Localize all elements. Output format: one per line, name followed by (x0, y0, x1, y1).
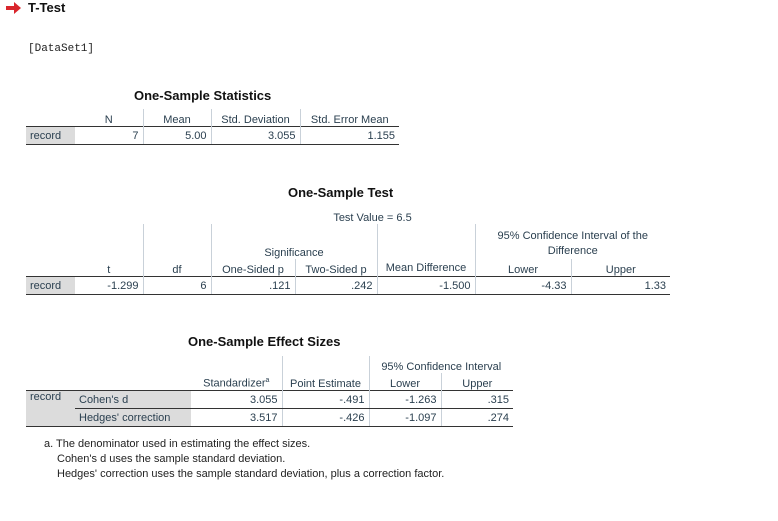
test-table-title: One-Sample Test (288, 185, 394, 200)
cell-one-sided-p: .121 (210, 276, 295, 295)
stats-table: N Mean Std. Deviation Std. Error Mean re… (26, 109, 399, 145)
footnote-cohens-d: Cohen's d uses the sample standard devia… (57, 453, 286, 465)
col-header-upper: Upper (570, 259, 670, 277)
col-header-two-sided-p: Two-Sided p (294, 259, 377, 277)
cell-lower: -1.097 (368, 408, 441, 427)
ci-header: 95% Confidence Interval (368, 356, 513, 373)
cell-point-estimate: -.426 (281, 408, 369, 427)
cell-two-sided-p: .242 (294, 276, 377, 295)
cell-upper: 1.33 (570, 276, 670, 295)
col-header-one-sided-p: One-Sided p (210, 259, 295, 277)
cell-std-deviation: 3.055 (210, 126, 300, 145)
row-label: Cohen's d (75, 390, 191, 409)
cell-upper: .274 (440, 408, 513, 427)
page-title: T-Test (28, 0, 66, 15)
cell-mean-difference: -1.500 (376, 276, 475, 295)
output-arrow-icon (6, 2, 21, 14)
col-header-n: N (104, 114, 113, 126)
cell-lower: -1.263 (368, 390, 441, 409)
cell-df: 6 (142, 276, 211, 295)
footnote-a: a. The denominator used in estimating th… (44, 438, 311, 450)
table-row: record Cohen's d 3.055 -.491 -1.263 .315 (26, 390, 513, 427)
stats-table-title: One-Sample Statistics (134, 88, 272, 103)
cell-t: -1.299 (75, 276, 143, 295)
col-header-point-estimate: Point Estimate (281, 356, 369, 391)
row-label: Hedges' correction (75, 408, 191, 427)
row-label: record (26, 276, 75, 295)
cell-std-error-mean: 1.155 (299, 126, 399, 145)
col-header-standardizer: Standardizera (203, 377, 270, 390)
test-table: Test Value = 6.5 t df Significance Mean … (26, 207, 670, 295)
row-group-label: record (26, 390, 75, 427)
effect-table-title: One-Sample Effect Sizes (188, 334, 341, 349)
table-row: Hedges' correction 3.517 -.426 -1.097 .2… (26, 408, 513, 427)
col-header-lower: Lower (368, 373, 441, 391)
col-header-std-deviation: Std. Deviation (210, 109, 300, 127)
cell-point-estimate: -.491 (281, 390, 369, 409)
significance-header: Significance (210, 224, 377, 259)
table-row: record 7 5.00 3.055 1.155 (26, 126, 399, 145)
dataset-label: [DataSet1] (28, 43, 95, 55)
col-header-t: t (107, 264, 111, 276)
footnote-marker: a (265, 377, 270, 385)
col-header-std-error-mean: Std. Error Mean (299, 109, 399, 127)
ci-header: 95% Confidence Interval of the Differenc… (474, 224, 670, 259)
effect-table: Standardizera Point Estimate 95% Confide… (26, 356, 513, 427)
cell-standardizer: 3.055 (191, 390, 282, 409)
col-header-upper: Upper (440, 373, 513, 391)
col-header-df: df (142, 224, 211, 277)
cell-n: 7 (75, 126, 143, 145)
table-row: record -1.299 6 .121 .242 -1.500 -4.33 1… (26, 276, 670, 295)
cell-upper: .315 (440, 390, 513, 409)
footnote-hedges: Hedges' correction uses the sample stand… (57, 468, 445, 480)
row-label: record (26, 126, 75, 145)
cell-lower: -4.33 (474, 276, 571, 295)
cell-mean: 5.00 (142, 126, 211, 145)
col-header-mean: Mean (142, 109, 211, 127)
col-header-lower: Lower (474, 259, 571, 277)
col-header-mean-difference: Mean Difference (376, 224, 475, 277)
cell-standardizer: 3.517 (191, 408, 282, 427)
test-value-header: Test Value = 6.5 (333, 212, 412, 224)
